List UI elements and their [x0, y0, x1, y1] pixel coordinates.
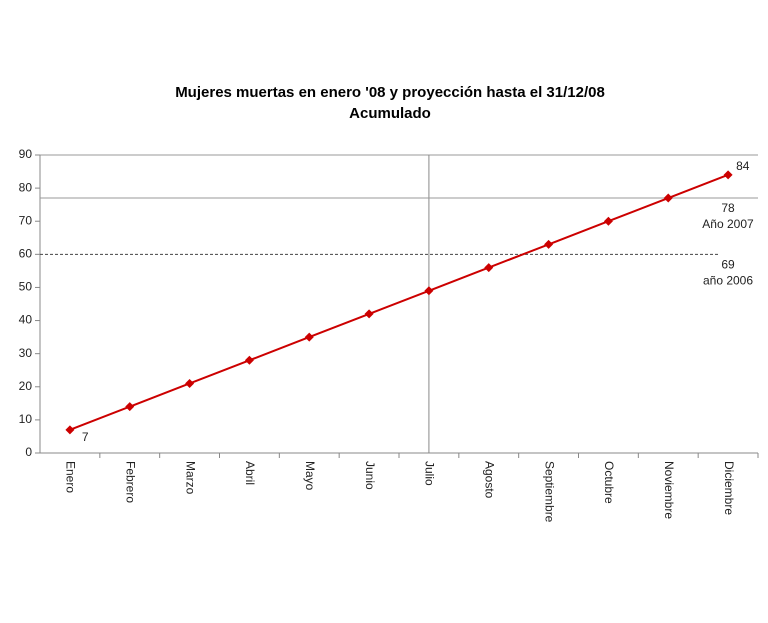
data-label: 84	[736, 159, 750, 173]
chart-subtitle: Acumulado	[349, 105, 431, 122]
y-tick-label: 80	[19, 180, 33, 194]
data-point	[723, 170, 733, 180]
chart-title: Mujeres muertas en enero '08 y proyecció…	[175, 84, 605, 101]
y-tick-label: 50	[19, 280, 33, 294]
reference-label: año 2006	[703, 274, 753, 288]
x-tick-label: Agosto	[483, 461, 497, 499]
y-tick-label: 0	[25, 445, 32, 459]
y-tick-label: 60	[19, 247, 33, 261]
reference-label: 69	[721, 258, 735, 272]
data-point	[185, 378, 195, 388]
y-tick-label: 90	[19, 147, 33, 161]
x-tick-label: Septiembre	[542, 461, 556, 523]
data-point	[663, 193, 673, 203]
data-point	[544, 239, 554, 249]
x-tick-label: Enero	[64, 461, 78, 493]
x-tick-label: Noviembre	[662, 461, 676, 519]
reference-label: Año 2007	[702, 217, 754, 231]
data-point	[364, 309, 374, 319]
y-tick-label: 20	[19, 379, 33, 393]
data-point	[484, 263, 494, 273]
data-line	[69, 173, 729, 431]
x-tick-label: Abril	[243, 461, 257, 485]
data-point	[125, 402, 135, 412]
x-tick-label: Octubre	[602, 461, 616, 504]
y-tick-label: 70	[19, 213, 33, 227]
reference-label: 78	[721, 201, 735, 215]
x-tick-label: Julio	[423, 461, 437, 486]
y-tick-label: 10	[19, 412, 33, 426]
x-tick-label: Febrero	[124, 461, 138, 503]
data-point	[304, 332, 314, 342]
data-point	[244, 355, 254, 365]
data-point	[424, 286, 434, 296]
y-tick-label: 30	[19, 346, 33, 360]
x-tick-label: Diciembre	[722, 461, 736, 515]
data-label: 7	[82, 430, 89, 444]
data-point	[603, 216, 613, 226]
y-tick-label: 40	[19, 313, 33, 327]
x-tick-label: Mayo	[303, 461, 317, 491]
x-tick-label: Junio	[363, 461, 377, 490]
x-tick-label: Marzo	[183, 461, 197, 495]
data-point	[65, 425, 75, 435]
